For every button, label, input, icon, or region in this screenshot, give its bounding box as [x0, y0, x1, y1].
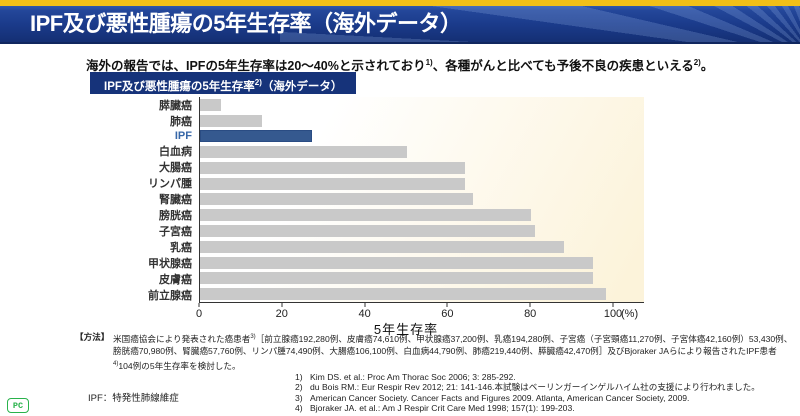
bar-row	[200, 129, 614, 145]
category-label-5: リンパ腫	[148, 178, 192, 190]
bar-乳癌	[200, 240, 565, 253]
reference-list: 1) Kim DS. et al.: Proc Am Thorac Soc 200…	[295, 372, 760, 414]
chart-x-axis: (%) 0 20 40 60 80 100	[195, 302, 638, 328]
x-tick-mark	[529, 303, 531, 307]
text-part: 、各種がんと比べても予後不良の疾患といえる	[432, 59, 694, 73]
chart-category-labels: 膵臓癌肺癌 IPF 白血病大腸癌リンパ腫腎臓癌膀胱癌子宮癌乳癌甲状腺癌皮膚癌前立腺癌	[0, 97, 192, 303]
category-label-10: 甲状腺癌	[148, 258, 192, 270]
bar-IPF	[200, 130, 312, 143]
x-tick-mark	[281, 303, 283, 307]
category-label-7: 膀胱癌	[159, 210, 192, 222]
superscript-ref: 2)	[693, 57, 701, 67]
superscript-ref: 4)	[113, 360, 119, 367]
superscript-ref: 2)	[254, 78, 262, 87]
category-label-1: 肺癌	[170, 116, 192, 128]
text-part: ［前立腺癌192,280例、皮膚癌74,610例、甲状腺癌37,200例、乳癌1…	[113, 333, 793, 357]
reference-text: American Cancer Society. Cancer Facts an…	[310, 392, 690, 403]
bar-row	[200, 286, 614, 302]
bar-row	[200, 223, 614, 239]
x-tick-mark	[198, 303, 200, 307]
category-label-0: 膵臓癌	[159, 100, 192, 112]
header-bar: IPF及び悪性腫瘍の5年生存率（海外データ）	[0, 6, 800, 44]
x-tick-label: 60	[441, 308, 454, 320]
header-rays-decoration	[280, 6, 800, 42]
category-label-ipf: IPF	[174, 130, 192, 142]
reference-number: 2)	[295, 382, 303, 393]
reference-item: 2) du Bois RM.: Eur Respir Rev 2012; 21: …	[295, 382, 760, 392]
ipf-abbreviation-note: IPF：特発性肺線維症	[88, 393, 179, 404]
chart-title-badge: IPF及び悪性腫瘍の5年生存率2)（海外データ）	[90, 72, 357, 94]
bar-row	[200, 192, 614, 208]
bar-row	[200, 255, 614, 271]
bar-row	[200, 270, 614, 286]
method-text: 米国癌協会により発表された癌患者3)［前立腺癌192,280例、皮膚癌74,61…	[113, 331, 793, 372]
bar-腎臓癌	[200, 193, 474, 206]
reference-number: 1)	[295, 372, 303, 382]
reference-text: Kim DS. et al.: Proc Am Thorac Soc 2006;…	[310, 372, 516, 382]
x-axis-title: 5年生存率	[373, 322, 439, 337]
bar-row	[200, 176, 614, 192]
bar-膀胱癌	[200, 209, 532, 222]
text-part: IPF及び悪性腫瘍の5年生存率	[104, 80, 255, 93]
superscript-ref: 1)	[425, 57, 433, 67]
bar-前立腺癌	[200, 288, 606, 301]
bar-子宮癌	[200, 225, 536, 237]
x-tick-label: 80	[524, 308, 537, 320]
x-tick-label: 0	[195, 308, 203, 320]
bar-皮膚癌	[200, 272, 594, 285]
x-tick-mark	[446, 303, 448, 307]
reference-text: Bjoraker JA. et al.: Am J Respir Crit Ca…	[310, 403, 575, 414]
chart-plot-area	[199, 97, 644, 303]
category-label-8: 子宮癌	[159, 226, 192, 238]
bar-甲状腺癌	[200, 256, 594, 269]
text-part: 海外の報告では、IPFの5年生存率は20～40%と示されており	[86, 59, 426, 73]
bar-大腸癌	[200, 161, 465, 174]
x-tick-label: 40	[358, 308, 371, 320]
method-block: 【方法】 米国癌協会により発表された癌患者3)［前立腺癌192,280例、皮膚癌…	[75, 331, 793, 372]
x-axis-unit: (%)	[621, 308, 639, 320]
text-part: 104例の5年生存率を検討した。	[118, 360, 241, 371]
bar-膵臓癌	[200, 98, 221, 111]
x-tick-mark	[364, 303, 366, 307]
method-label: 【方法】	[75, 332, 110, 342]
x-tick-mark	[612, 303, 614, 307]
bar-白血病	[200, 146, 407, 159]
reference-item: 4) Bjoraker JA. et al.: Am J Respir Crit …	[295, 403, 760, 413]
bar-row	[200, 239, 614, 255]
x-tick-label: 20	[275, 308, 288, 320]
category-label-12: 前立腺癌	[148, 290, 192, 302]
category-label-11: 皮膚癌	[159, 274, 192, 286]
bar-row	[200, 113, 614, 129]
bar-row	[200, 160, 614, 176]
category-label-3: 白血病	[159, 146, 192, 158]
text-part: 。	[700, 59, 714, 73]
top-accent-stripe	[0, 0, 800, 6]
pc-logo: PC	[7, 398, 29, 413]
bar-肺癌	[200, 114, 263, 127]
bar-row	[200, 97, 614, 113]
reference-number: 4)	[295, 403, 303, 414]
bar-row	[200, 144, 614, 160]
chart-bars	[200, 97, 614, 302]
page-title: IPF及び悪性腫瘍の5年生存率（海外データ）	[30, 11, 462, 36]
category-label-6: 腎臓癌	[159, 194, 192, 206]
category-label-9: 乳癌	[170, 242, 192, 254]
intro-text: 海外の報告では、IPFの5年生存率は20～40%と示されており1)、各種がんと比…	[86, 55, 786, 74]
text-part: 米国癌協会により発表された癌患者	[113, 333, 251, 344]
text-part: （海外データ）	[261, 80, 343, 93]
reference-number: 3)	[295, 392, 303, 403]
bar-row	[200, 207, 614, 223]
category-label-4: 大腸癌	[159, 162, 192, 174]
reference-item: 1) Kim DS. et al.: Proc Am Thorac Soc 200…	[295, 372, 760, 382]
reference-item: 3) American Cancer Society. Cancer Facts …	[295, 393, 760, 403]
bar-リンパ腫	[200, 177, 465, 190]
reference-text: du Bois RM.: Eur Respir Rev 2012; 21: 14…	[310, 382, 760, 393]
x-tick-label: 100	[603, 308, 623, 320]
superscript-ref: 3)	[250, 334, 256, 340]
